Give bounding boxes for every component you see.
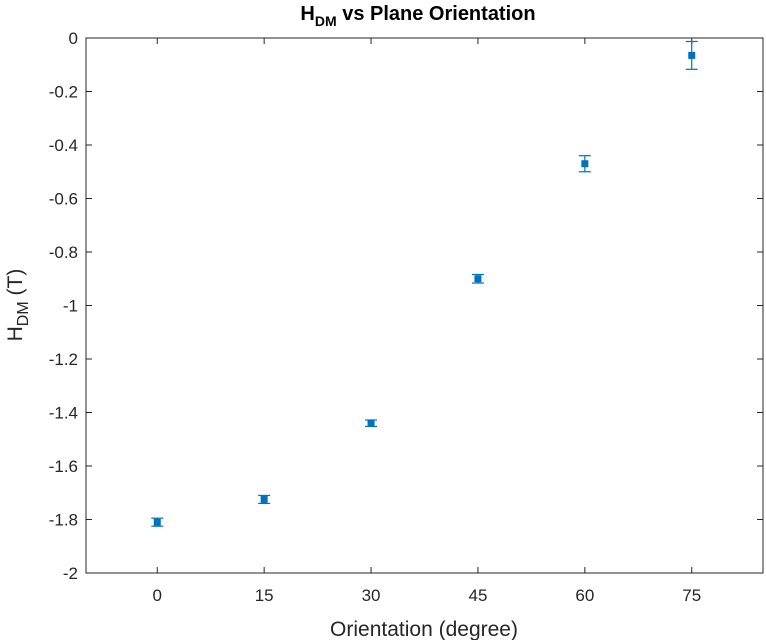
y-tick-label: -0.8: [49, 243, 78, 262]
x-tick-label: 45: [468, 586, 487, 605]
y-tick-label: -2: [63, 564, 78, 583]
x-tick-label: 15: [255, 586, 274, 605]
data-point: [578, 155, 591, 173]
square-marker: [581, 160, 589, 168]
square-marker: [474, 275, 482, 283]
x-tick-label: 0: [153, 586, 162, 605]
y-tick-label: -1.2: [49, 350, 78, 369]
y-axis: 0 -0.2 -0.4 -0.6 -0.8 -1 -1.2 -1.4 -1.6 -1.8 -2: [49, 29, 763, 583]
y-tick-label: -1.4: [49, 404, 78, 423]
plot-area: 0 -0.2 -0.4 -0.6 -0.8 -1 -1.2 -1.4 -1.6 -1.8 -2 0 1…: [49, 29, 764, 605]
x-axis: 0 15 30 45 60 75: [153, 38, 701, 605]
x-axis-label: Orientation (degree): [330, 618, 518, 640]
x-tick-label: 30: [362, 586, 381, 605]
x-tick-label: 60: [575, 586, 594, 605]
data-point: [151, 517, 164, 527]
data-point: [471, 273, 484, 284]
data-series: [151, 40, 698, 527]
y-tick-label: -1: [63, 297, 78, 316]
y-tick-label: 0: [69, 29, 78, 48]
y-tick-label: -1.6: [49, 457, 78, 476]
x-tick-label: 75: [682, 586, 701, 605]
y-tick-label: -0.4: [49, 136, 78, 155]
plot-frame: [85, 37, 764, 574]
y-tick-label: -0.6: [49, 190, 78, 209]
data-point: [365, 419, 378, 428]
chart-title: HDM vs Plane Orientation: [300, 3, 535, 29]
y-axis-label: HDM (T): [4, 269, 32, 342]
data-point: [258, 494, 271, 505]
y-tick-label: -1.8: [49, 511, 78, 530]
square-marker: [260, 495, 268, 503]
y-tick-label: -0.2: [49, 83, 78, 102]
square-marker: [153, 518, 161, 526]
square-marker: [367, 419, 375, 427]
square-marker: [688, 51, 696, 59]
data-point: [685, 40, 698, 70]
